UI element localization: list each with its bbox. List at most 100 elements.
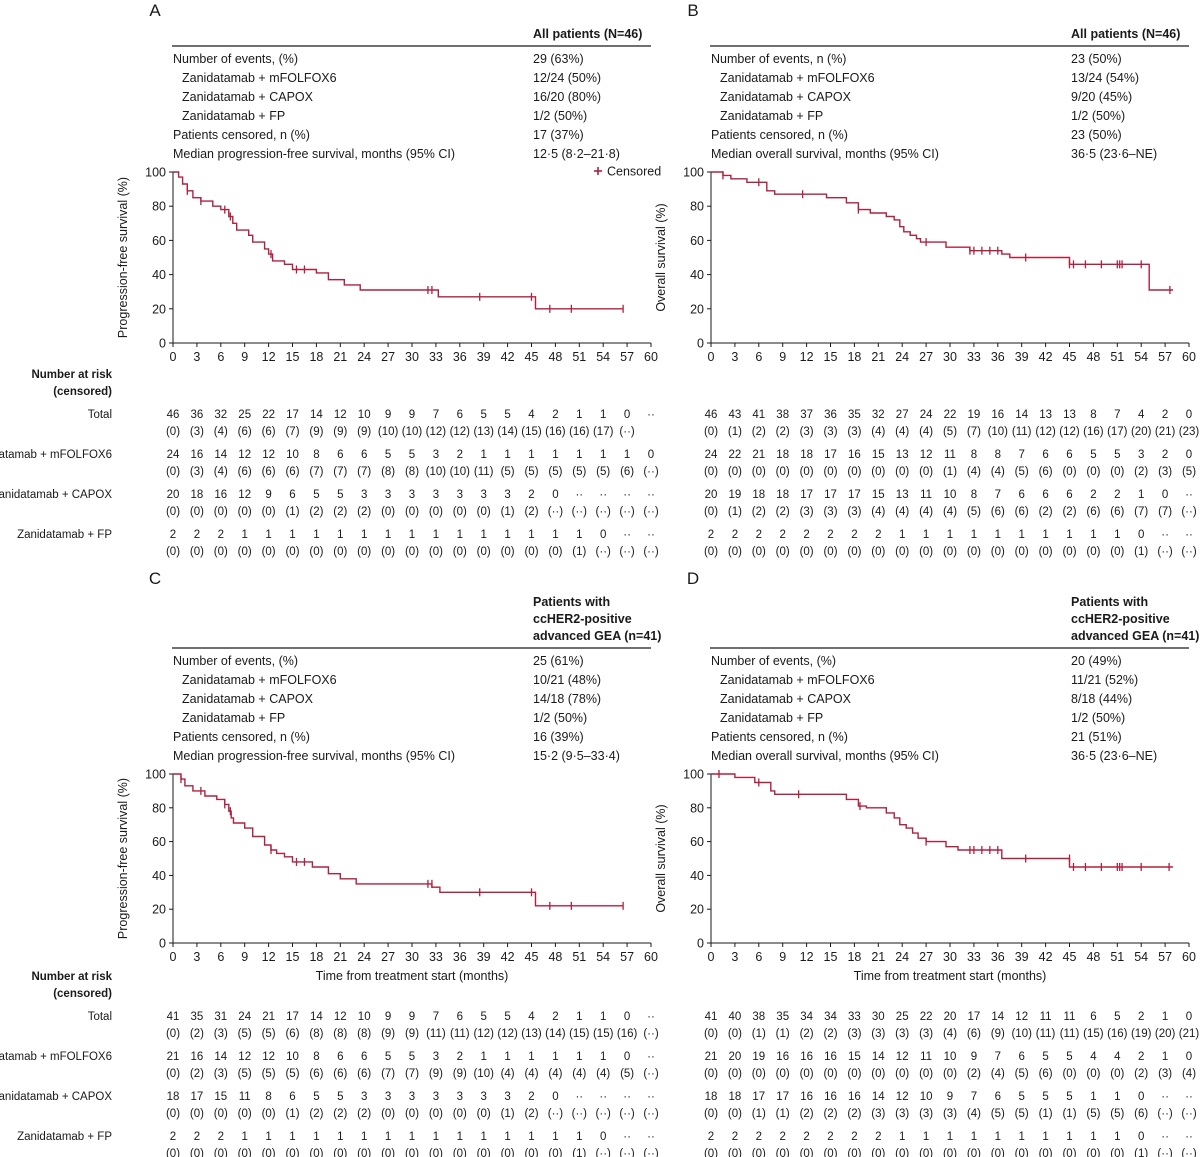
risk-count: 5 — [504, 1011, 510, 1023]
table-row-label: Number of events, (%) — [173, 654, 298, 668]
table-row-value: 12·5 (8·2–21·8) — [533, 147, 620, 161]
risk-censored: (14) — [545, 1028, 566, 1040]
risk-count: 1 — [576, 529, 582, 541]
risk-censored: (0) — [823, 1148, 837, 1157]
risk-censored: (5) — [1086, 1108, 1100, 1120]
risk-censored: (0) — [262, 1108, 276, 1120]
risk-censored: (0) — [166, 1028, 180, 1040]
x-tick-label: 3 — [731, 950, 738, 964]
risk-count: 0 — [1186, 1051, 1192, 1063]
risk-count: 6 — [457, 409, 463, 421]
risk-censored: (0) — [477, 1108, 491, 1120]
risk-row-label: Zanidatamab + FP — [17, 1131, 112, 1143]
risk-censored: (1) — [572, 1148, 586, 1157]
risk-count: 1 — [313, 529, 319, 541]
risk-count: 4 — [528, 409, 535, 421]
risk-count: 24 — [167, 449, 180, 461]
risk-censored: (3) — [895, 1108, 909, 1120]
x-tick-label: 36 — [991, 350, 1005, 364]
risk-count: 22 — [920, 1011, 933, 1023]
risk-censored: (3) — [919, 1108, 933, 1120]
risk-censored: (0) — [895, 1068, 909, 1080]
y-tick-label: 60 — [690, 234, 704, 248]
x-tick-label: 45 — [1063, 950, 1077, 964]
risk-censored: (6) — [285, 466, 299, 478]
risk-count: 12 — [238, 489, 251, 501]
risk-censored: (1) — [1039, 1108, 1053, 1120]
risk-count: 1 — [576, 1011, 582, 1023]
risk-censored: (0) — [214, 506, 228, 518]
risk-censored: (4) — [524, 1068, 538, 1080]
risk-count: 16 — [848, 449, 861, 461]
risk-count: 4 — [1114, 1051, 1121, 1063]
risk-count: 1 — [947, 1131, 953, 1143]
risk-count: ·· — [647, 1091, 655, 1103]
risk-censored: (0) — [166, 1068, 180, 1080]
risk-count: 2 — [803, 1131, 809, 1143]
risk-censored: (11) — [450, 1028, 470, 1040]
risk-count: 2 — [851, 1131, 857, 1143]
risk-censored: (6) — [262, 426, 276, 438]
risk-count: 5 — [480, 409, 486, 421]
risk-count: 1 — [457, 1131, 463, 1143]
risk-count: 16 — [824, 1051, 837, 1063]
risk-censored: (0) — [238, 1108, 252, 1120]
risk-censored: (··) — [619, 506, 634, 518]
table-row-label: Median overall survival, months (95% CI) — [711, 749, 939, 763]
risk-censored: (7) — [1134, 506, 1148, 518]
risk-censored: (6) — [285, 1028, 299, 1040]
x-tick-label: 0 — [708, 350, 715, 364]
x-tick-label: 18 — [309, 950, 323, 964]
risk-count: 1 — [480, 1051, 486, 1063]
x-tick-label: 24 — [895, 950, 909, 964]
risk-count: 9 — [385, 409, 391, 421]
risk-censored: (3) — [847, 1028, 861, 1040]
risk-count: 24 — [920, 409, 933, 421]
risk-count: 5 — [504, 409, 510, 421]
risk-censored: (2) — [752, 506, 766, 518]
risk-count: 18 — [729, 1091, 742, 1103]
risk-censored: (0) — [453, 546, 467, 558]
risk-censored: (0) — [357, 1148, 371, 1157]
x-tick-label: 54 — [1134, 350, 1148, 364]
x-tick-label: 54 — [596, 950, 610, 964]
risk-count: 6 — [289, 489, 295, 501]
risk-count: 0 — [600, 1131, 606, 1143]
table-row-value: 23 (50%) — [1071, 52, 1122, 66]
risk-censored: (··) — [643, 506, 658, 518]
risk-censored: (20) — [1155, 1028, 1176, 1040]
table-row-label: Patients censored, n (%) — [173, 128, 310, 142]
risk-censored: (0) — [871, 466, 885, 478]
risk-censored: (0) — [501, 546, 515, 558]
risk-censored: (7) — [285, 426, 299, 438]
risk-censored: (··) — [1157, 1108, 1172, 1120]
risk-count: 15 — [848, 1051, 861, 1063]
y-tick-label: 80 — [690, 200, 704, 214]
y-tick-label: 100 — [683, 166, 704, 180]
risk-censored: (9) — [453, 1068, 467, 1080]
risk-censored: (4) — [919, 426, 933, 438]
x-tick-label: 15 — [824, 350, 838, 364]
risk-title: Number at risk — [31, 369, 112, 381]
risk-count: 5 — [313, 489, 319, 501]
risk-count: 3 — [457, 489, 463, 501]
risk-censored: (0) — [1062, 1068, 1076, 1080]
x-tick-label: 30 — [405, 950, 419, 964]
risk-censored: (10) — [1011, 1028, 1032, 1040]
risk-count: 16 — [800, 1091, 813, 1103]
risk-censored: (15) — [569, 1028, 590, 1040]
risk-censored: (0) — [1086, 1068, 1100, 1080]
risk-count: 2 — [803, 529, 809, 541]
risk-count: 43 — [729, 409, 742, 421]
risk-count: 9 — [385, 1011, 391, 1023]
risk-count: 2 — [1162, 449, 1168, 461]
risk-censored: (9) — [357, 426, 371, 438]
risk-count: 2 — [875, 529, 881, 541]
risk-count: 20 — [167, 489, 180, 501]
table-row-label: Number of events, (%) — [173, 52, 298, 66]
risk-censored: (0) — [991, 546, 1005, 558]
x-tick-label: 12 — [262, 350, 276, 364]
risk-count: 1 — [1066, 1131, 1072, 1143]
table-row-value: 8/18 (44%) — [1071, 692, 1132, 706]
risk-censored: (2) — [800, 1108, 814, 1120]
